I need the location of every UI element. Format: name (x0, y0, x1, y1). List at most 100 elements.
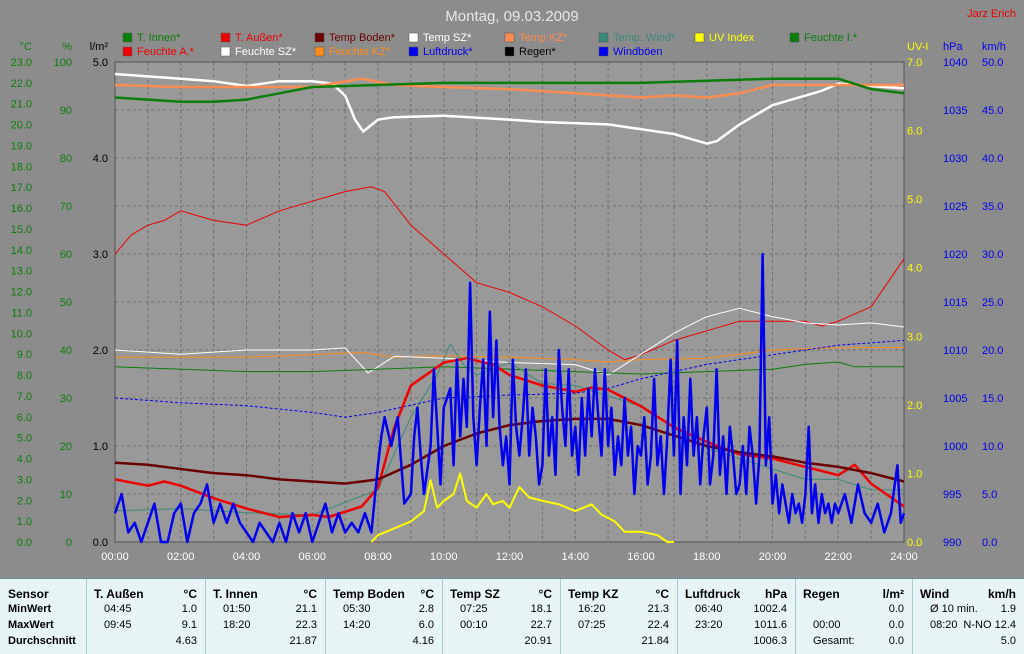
temp-axis-tick-label: 6.0 (17, 412, 32, 424)
pressure-axis-tick-label: 1010 (943, 345, 967, 357)
legend-swatch (408, 46, 419, 57)
x-tick-label: 18:00 (693, 551, 721, 563)
legend-swatch (598, 46, 609, 57)
stats-avg-value: 5.0 (1000, 635, 1016, 647)
stats-unit: l/m² (882, 587, 904, 601)
pressure-axis-tick-label: 1040 (943, 57, 967, 69)
x-tick-label: 14:00 (561, 551, 589, 563)
stats-max-time: 00:10 (460, 619, 488, 631)
legend-swatch (789, 32, 800, 43)
stats-min-time: 06:40 (695, 603, 723, 615)
stats-sensor-name: T. Innen (213, 587, 258, 601)
legend-label: Regen* (519, 46, 556, 58)
uv-axis-tick-label: 6.0 (907, 126, 922, 138)
x-tick-label: 20:00 (759, 551, 787, 563)
rain-axis-tick-label: 0.0 (93, 537, 108, 549)
stats-min-time: Ø 10 min. (930, 603, 978, 615)
series-line-1 (114, 77, 904, 99)
stats-min-value: 0.0 (888, 603, 904, 615)
humidity-axis-unit: % (62, 41, 72, 53)
stats-unit: hPa (764, 587, 787, 601)
temp-axis-tick-label: 15.0 (11, 224, 32, 236)
x-tick-label: 24:00 (890, 551, 918, 563)
stats-avg-label: Gesamt: (813, 635, 855, 647)
uv-axis-tick-label: 4.0 (907, 263, 922, 275)
x-tick-label: 04:00 (233, 551, 261, 563)
stats-table: Sensor MinWert MaxWert Durchschnitt T. Außen… (0, 578, 1024, 654)
stats-min-time: 16:20 (578, 603, 606, 615)
legend-swatch (504, 32, 515, 43)
stats-max-time: 18:20 (223, 619, 251, 631)
temp-axis-tick-label: 19.0 (11, 140, 32, 152)
stats-sensor-name: T. Außen (94, 587, 144, 601)
pressure-axis-tick-label: 1000 (943, 441, 967, 453)
wind-axis-tick-label: 50.0 (982, 57, 1003, 69)
humidity-axis-tick-label: 40 (60, 345, 72, 357)
stats-row-label: MaxWert (8, 619, 54, 631)
wind-axis-tick-label: 40.0 (982, 153, 1003, 165)
x-tick-label: 12:00 (496, 551, 524, 563)
temp-axis-tick-label: 21.0 (11, 99, 32, 111)
stats-min-time: 05:30 (343, 603, 371, 615)
temp-axis-tick-label: 23.0 (11, 57, 32, 69)
series-line-3 (114, 186, 905, 361)
temp-axis-tick-label: 9.0 (17, 349, 32, 361)
rain-axis-tick-label: 2.0 (93, 345, 108, 357)
uv-axis-tick-label: 0.0 (907, 537, 922, 549)
stats-max-time: 00:00 (813, 619, 841, 631)
temp-axis-tick-label: 1.0 (17, 516, 32, 528)
stats-row-label: MinWert (8, 603, 52, 615)
humidity-axis-tick-label: 80 (60, 153, 72, 165)
stats-max-value: 9.1 (181, 619, 197, 631)
temp-axis-tick-label: 8.0 (17, 370, 32, 382)
temp-axis-tick-label: 13.0 (11, 266, 32, 278)
series-line-11 (370, 472, 674, 543)
stats-column: Temp SZ °C 07:25 18.1 00:10 22.7 20.91 (442, 579, 561, 654)
humidity-axis-tick-label: 50 (60, 297, 72, 309)
stats-max-value: N-NO 12.4 (963, 619, 1016, 631)
temp-axis-tick-label: 14.0 (11, 245, 32, 257)
stats-sensor-name: Luftdruck (685, 587, 741, 601)
legend-label: Feuchte I.* (804, 32, 858, 44)
stats-unit: °C (538, 587, 552, 601)
series-layer (113, 72, 906, 544)
wind-axis-unit: km/h (982, 41, 1006, 53)
stats-sensor-name: Temp KZ (568, 587, 619, 601)
stats-max-time: 08:20 (930, 619, 958, 631)
legend-swatch (504, 46, 515, 57)
stats-column: T. Innen °C 01:50 21.1 18:20 22.3 21.87 (205, 579, 326, 654)
weather-chart: 0.0 1.0 2.0 3.0 4.0 5.0 6.0 7.0 8.0 9.0 10.0 11.0 12… (10, 8, 1016, 563)
temp-axis-tick-label: 7.0 (17, 391, 32, 403)
uv-axis-tick-label: 1.0 (907, 468, 922, 480)
temp-axis-tick-label: 17.0 (11, 182, 32, 194)
uv-axis-tick-label: 5.0 (907, 194, 922, 206)
stats-avg-value: 4.63 (175, 635, 197, 647)
stats-column: T. Außen °C 04:45 1.0 09:45 9.1 4.63 (86, 579, 206, 654)
series-line-12 (113, 252, 906, 544)
pressure-axis-tick-label: 1020 (943, 249, 967, 261)
temp-axis-tick-label: 2.0 (17, 495, 32, 507)
stats-max-time: 23:20 (695, 619, 723, 631)
temp-axis-tick-label: 18.0 (11, 161, 32, 173)
humidity-axis-tick-label: 100 (54, 57, 72, 69)
humidity-axis-tick-label: 10 (60, 489, 72, 501)
author-label: Jarz Erich (967, 8, 1016, 20)
wind-axis-tick-label: 20.0 (982, 345, 1003, 357)
axes-layer: 0.0 1.0 2.0 3.0 4.0 5.0 6.0 7.0 8.0 9.0 10.0 11.0 12… (11, 41, 1006, 563)
stats-row-labels: Sensor MinWert MaxWert Durchschnitt (0, 579, 87, 654)
stats-min-value: 1.9 (1000, 603, 1016, 615)
series-line-10 (114, 417, 905, 485)
stats-unit: °C (655, 587, 669, 601)
stats-max-time: 14:20 (343, 619, 371, 631)
stats-unit: °C (420, 587, 434, 601)
humidity-axis-tick-label: 30 (60, 393, 72, 405)
stats-avg-value: 21.84 (641, 635, 669, 647)
legend-swatch (220, 46, 231, 57)
pressure-axis-tick-label: 1030 (943, 153, 967, 165)
stats-column: Regen l/m² 0.0 00:00 0.0 Gesamt: 0.0 (795, 579, 913, 654)
pressure-axis-unit: hPa (943, 41, 963, 53)
temp-axis-tick-label: 5.0 (17, 433, 32, 445)
legend-label: Temp SZ* (423, 32, 472, 44)
legend-label: Feuchte A.* (137, 46, 195, 58)
stats-min-value: 21.1 (295, 603, 317, 615)
